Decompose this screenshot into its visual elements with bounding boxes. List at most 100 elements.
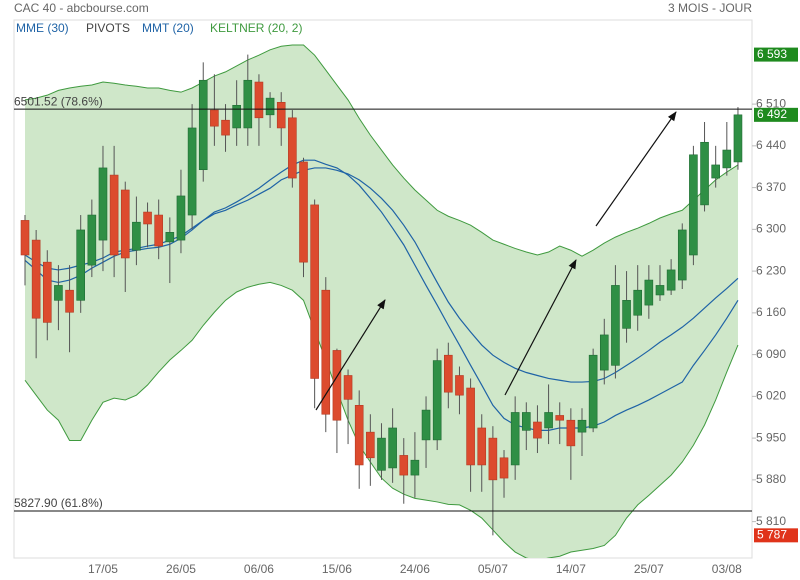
candle-body [366, 431, 375, 459]
candle-body [165, 232, 175, 243]
legend-label: KELTNER (20, 2) [210, 21, 302, 35]
legend-label: PIVOTS [86, 21, 130, 35]
candle-body [198, 79, 208, 171]
candle-body [332, 350, 342, 421]
arrow [315, 299, 386, 411]
price-tag [754, 47, 798, 62]
x-tick-label: 05/07 [478, 562, 508, 576]
retracement-label: 6501.52 (78.6%) [14, 94, 103, 108]
retracement-label: 5827.90 (61.8%) [14, 496, 103, 510]
candle-body [644, 279, 654, 306]
candle-body [54, 285, 63, 301]
candle-body [566, 419, 576, 447]
candle-body [622, 300, 631, 329]
keltner-upper [24, 44, 739, 257]
candle-body [421, 409, 431, 441]
y-tick-label: 6 440 [756, 138, 786, 152]
y-tick-label: 6 370 [756, 180, 786, 194]
candle-body [76, 229, 85, 301]
y-tick-label: 5 950 [756, 430, 786, 444]
candle-body [455, 375, 464, 396]
arrows [315, 111, 677, 411]
candle-body [87, 214, 97, 266]
candle-body [722, 149, 732, 169]
candle-body [321, 289, 331, 415]
chart-title: CAC 40 - abcbourse.com [14, 1, 149, 15]
candle-body [577, 419, 587, 433]
candle-body [611, 285, 620, 366]
candle-body [354, 405, 364, 466]
x-tick-label: 25/07 [634, 562, 664, 576]
x-tick-label: 14/07 [556, 562, 586, 576]
y-tick-label: 6 510 [756, 96, 786, 110]
price-tag [754, 528, 798, 543]
candle-body [143, 211, 152, 225]
candle-body [20, 220, 30, 256]
candle-body [65, 289, 74, 313]
candle-body [499, 457, 509, 479]
arrow [504, 259, 577, 396]
x-tick-label: 17/05 [88, 562, 118, 576]
candle-body [288, 117, 297, 179]
candle-body [444, 354, 453, 393]
candle-body [666, 269, 676, 291]
candle-body [599, 334, 609, 371]
candle-body [176, 195, 186, 241]
x-tick-label: 26/05 [166, 562, 196, 576]
arrow [595, 111, 677, 227]
candle-body [221, 119, 230, 136]
candle-body [733, 114, 743, 163]
y-tick-label: 5 880 [756, 472, 786, 486]
legend-label: MME (30) [16, 21, 69, 35]
candle-body [399, 455, 409, 476]
moving-average [24, 159, 739, 431]
candle-body [310, 204, 319, 379]
price-tag [754, 107, 798, 122]
moving-average [24, 167, 739, 383]
candle-body [544, 412, 553, 429]
candle-body [488, 437, 498, 481]
candle-body [677, 229, 687, 281]
y-tick-label: 5 810 [756, 514, 786, 528]
chart-subtitle: 3 MOIS - JOUR [668, 1, 752, 15]
candle-body [120, 189, 130, 259]
candle-body [555, 415, 565, 421]
y-tick-label: 6 020 [756, 389, 786, 403]
candle-body [689, 154, 698, 256]
candle-body [700, 141, 709, 206]
candle-body [477, 427, 487, 466]
candle-body [210, 109, 219, 127]
candle-body [711, 164, 720, 179]
candle-body [432, 360, 442, 441]
candle-body [343, 375, 353, 400]
y-tick-label: 6 160 [756, 305, 786, 319]
x-tick-label: 24/06 [400, 562, 430, 576]
price-tag-label: 5 787 [757, 528, 787, 542]
candle-body [299, 161, 308, 263]
candle-body [154, 214, 163, 247]
candle-body [588, 354, 598, 429]
legend-label: MMT (20) [142, 21, 194, 35]
price-tag-label: 6 492 [757, 107, 787, 121]
candle-body [276, 102, 286, 129]
candle-body [377, 437, 386, 471]
candle-body [42, 261, 52, 323]
candle-body [132, 221, 141, 251]
candle-body [109, 174, 119, 256]
candle-body [98, 167, 108, 241]
candle-body [187, 127, 197, 216]
x-tick-label: 06/06 [244, 562, 274, 576]
candle-body [232, 104, 241, 129]
candle-body [655, 285, 665, 296]
candle-body [31, 239, 41, 319]
y-tick-label: 6 230 [756, 263, 786, 277]
candle-body [466, 387, 475, 466]
candle-body [254, 81, 264, 119]
x-tick-label: 03/08 [712, 562, 742, 576]
y-tick-label: 6 090 [756, 347, 786, 361]
price-tag-label: 6 593 [757, 47, 787, 61]
x-tick-label: 15/06 [322, 562, 352, 576]
candle-body [533, 421, 542, 439]
candle-body [410, 459, 420, 476]
